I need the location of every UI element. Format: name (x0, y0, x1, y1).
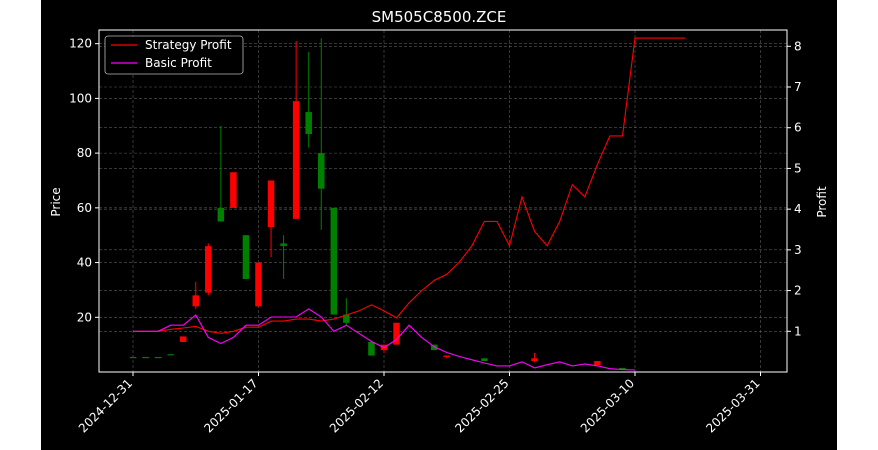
candle-body (192, 295, 199, 307)
candle-body (393, 322, 400, 345)
candle-body (355, 330, 363, 333)
y-tick-label: 40 (77, 256, 92, 270)
x-tick-label: 2025-03-10 (578, 376, 637, 435)
candle-body (280, 243, 287, 247)
grid-lines (99, 30, 787, 372)
legend-label: Basic Profit (145, 56, 212, 70)
candle-body (305, 112, 312, 134)
y2-tick-label: 4 (794, 202, 802, 216)
strategy-profit-line (133, 37, 686, 334)
axes: 20 40 60 80 100 120 1 2 3 4 5 6 7 8 2024-12-31 2025-01-… (69, 37, 802, 436)
y-axis-label: Price (49, 187, 63, 216)
legend-box (104, 35, 244, 75)
y2-tick-label: 7 (794, 80, 802, 94)
candle-body (230, 172, 237, 208)
candle-body (368, 341, 375, 356)
x-tick-label: 2024-12-31 (76, 376, 135, 435)
candle-body (619, 367, 626, 370)
y-tick-label: 60 (77, 201, 92, 215)
candle-body (129, 356, 137, 359)
x-tick-label: 2025-01-17 (201, 376, 260, 435)
y2-tick-label: 1 (794, 324, 802, 338)
y-tick-label: 20 (77, 310, 92, 324)
legend: Strategy Profit Basic Profit (104, 35, 244, 75)
candle-body (594, 361, 601, 366)
y2-tick-label: 5 (794, 161, 802, 175)
basic-profit-line (133, 308, 636, 371)
y2-tick-label: 3 (794, 243, 802, 257)
candle-body (292, 101, 300, 219)
candle-body (154, 356, 162, 359)
candle-body (481, 358, 488, 362)
legend-label: Strategy Profit (145, 38, 232, 52)
y-tick-label: 80 (77, 146, 92, 160)
x-tick-label: 2025-03-31 (703, 376, 762, 435)
candle-body (343, 314, 350, 323)
figure-background (41, 0, 837, 450)
plot-frame (98, 29, 788, 373)
candle-body (242, 235, 250, 279)
candle-body (205, 246, 212, 293)
candle-body (531, 358, 538, 362)
x-tick-label: 2025-02-25 (452, 376, 511, 435)
candle-body (318, 153, 325, 189)
y2-tick-label: 8 (794, 39, 802, 53)
candle-body (167, 354, 174, 356)
profit-lines (133, 37, 686, 371)
y-tick-label: 120 (69, 37, 92, 51)
candle-body (142, 356, 149, 359)
candle-body (267, 180, 275, 227)
candle-body (179, 336, 187, 342)
y-tick-label: 100 (69, 91, 92, 105)
candle-body (443, 355, 450, 357)
y2-axis-label: Profit (815, 186, 829, 218)
chart-title: SM505C8500.ZCE (372, 8, 507, 26)
y2-tick-label: 2 (794, 284, 802, 298)
candle-body (255, 262, 262, 307)
candles (129, 38, 626, 370)
candle-body (330, 207, 338, 315)
x-tick-label: 2025-02-12 (327, 376, 386, 435)
y2-tick-label: 6 (794, 121, 802, 135)
candle-body (217, 207, 225, 222)
